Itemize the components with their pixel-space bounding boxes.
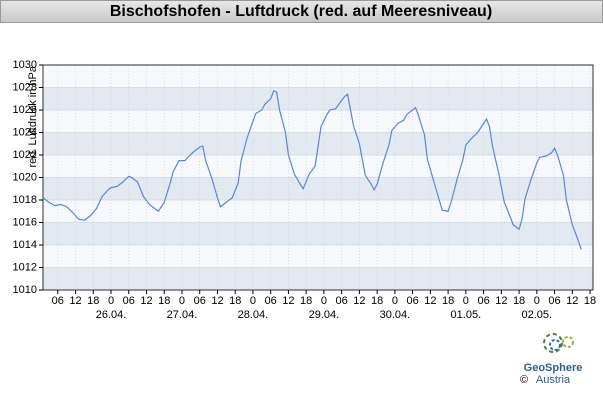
x-date-label: 29.04. bbox=[309, 309, 340, 321]
x-tick-label: 12 bbox=[566, 295, 578, 307]
x-tick-label: 0 bbox=[250, 295, 256, 307]
logo-icon bbox=[549, 339, 561, 351]
x-tick-label: 06 bbox=[336, 295, 348, 307]
y-tick-label: 1022 bbox=[13, 149, 37, 161]
plot-area: 1010 1012 1014 1016 1018 1020 1022 1024 1026 1028… bbox=[13, 59, 597, 321]
x-tick-label: 18 bbox=[371, 295, 383, 307]
y-tick-label: 1028 bbox=[13, 81, 37, 93]
x-tick-label: 06 bbox=[52, 295, 64, 307]
grid-band bbox=[43, 177, 593, 200]
y-tick-label: 1030 bbox=[13, 59, 37, 71]
x-date-label: 26.04. bbox=[96, 309, 127, 321]
x-tick-label: 0 bbox=[179, 295, 185, 307]
x-tick-label: 18 bbox=[87, 295, 99, 307]
x-tick-label: 06 bbox=[406, 295, 418, 307]
y-tick-label: 1026 bbox=[13, 104, 37, 116]
x-tick-label: 12 bbox=[140, 295, 152, 307]
x-tick-label: 18 bbox=[158, 295, 170, 307]
x-tick-label: 06 bbox=[477, 295, 489, 307]
x-tick-label: 12 bbox=[69, 295, 81, 307]
x-tick-label: 06 bbox=[548, 295, 560, 307]
y-tick-label: 1024 bbox=[13, 126, 37, 138]
y-tick-label: 1018 bbox=[13, 194, 37, 206]
copyright: © bbox=[520, 374, 528, 386]
x-tick-label: 12 bbox=[353, 295, 365, 307]
line bbox=[42, 90, 582, 250]
x-tick-label: 0 bbox=[321, 295, 327, 307]
x-tick-label: 0 bbox=[463, 295, 469, 307]
x-tick-label: 18 bbox=[442, 295, 454, 307]
y-tick-label: 1012 bbox=[13, 261, 37, 273]
x-date-label: 27.04. bbox=[167, 309, 198, 321]
x-date-label: 01.05. bbox=[451, 309, 482, 321]
y-axis-label: red. Luftdruck in hPa bbox=[27, 65, 39, 167]
grid-band bbox=[43, 87, 593, 110]
logo-icon bbox=[562, 336, 574, 348]
x-tick-label: 06 bbox=[194, 295, 206, 307]
x-tick-label: 18 bbox=[300, 295, 312, 307]
x-tick-label: 06 bbox=[265, 295, 277, 307]
x-tick-label: 12 bbox=[282, 295, 294, 307]
x-tick-label: 18 bbox=[584, 295, 596, 307]
x-tick-label: 0 bbox=[534, 295, 540, 307]
x-date-label: 30.04. bbox=[380, 309, 411, 321]
grid-band bbox=[43, 267, 593, 290]
x-date-label: 02.05. bbox=[522, 309, 553, 321]
y-tick-label: 1020 bbox=[13, 171, 37, 183]
y-tick-label: 1016 bbox=[13, 216, 37, 228]
logo: GeoSphere Austria © bbox=[520, 333, 583, 386]
x-tick-label: 18 bbox=[229, 295, 241, 307]
y-tick-label: 1014 bbox=[13, 239, 37, 251]
x-tick-label: 0 bbox=[392, 295, 398, 307]
logo-icon bbox=[543, 333, 563, 353]
plot-frame bbox=[42, 64, 594, 291]
chart-title: Bischofshofen - Luftdruck (red. auf Meer… bbox=[110, 3, 492, 20]
x-tick-label: 18 bbox=[513, 295, 525, 307]
logo-sub: Austria bbox=[536, 374, 571, 386]
x-tick-label: 06 bbox=[123, 295, 135, 307]
x-date-label: 28.04. bbox=[238, 309, 269, 321]
grid-band bbox=[43, 222, 593, 245]
x-tick-label: 12 bbox=[495, 295, 507, 307]
y-tick-label: 1010 bbox=[13, 284, 37, 296]
x-tick-label: 12 bbox=[211, 295, 223, 307]
x-tick-label: 12 bbox=[424, 295, 436, 307]
x-tick-label: 0 bbox=[108, 295, 114, 307]
logo-name: GeoSphere bbox=[524, 362, 583, 374]
